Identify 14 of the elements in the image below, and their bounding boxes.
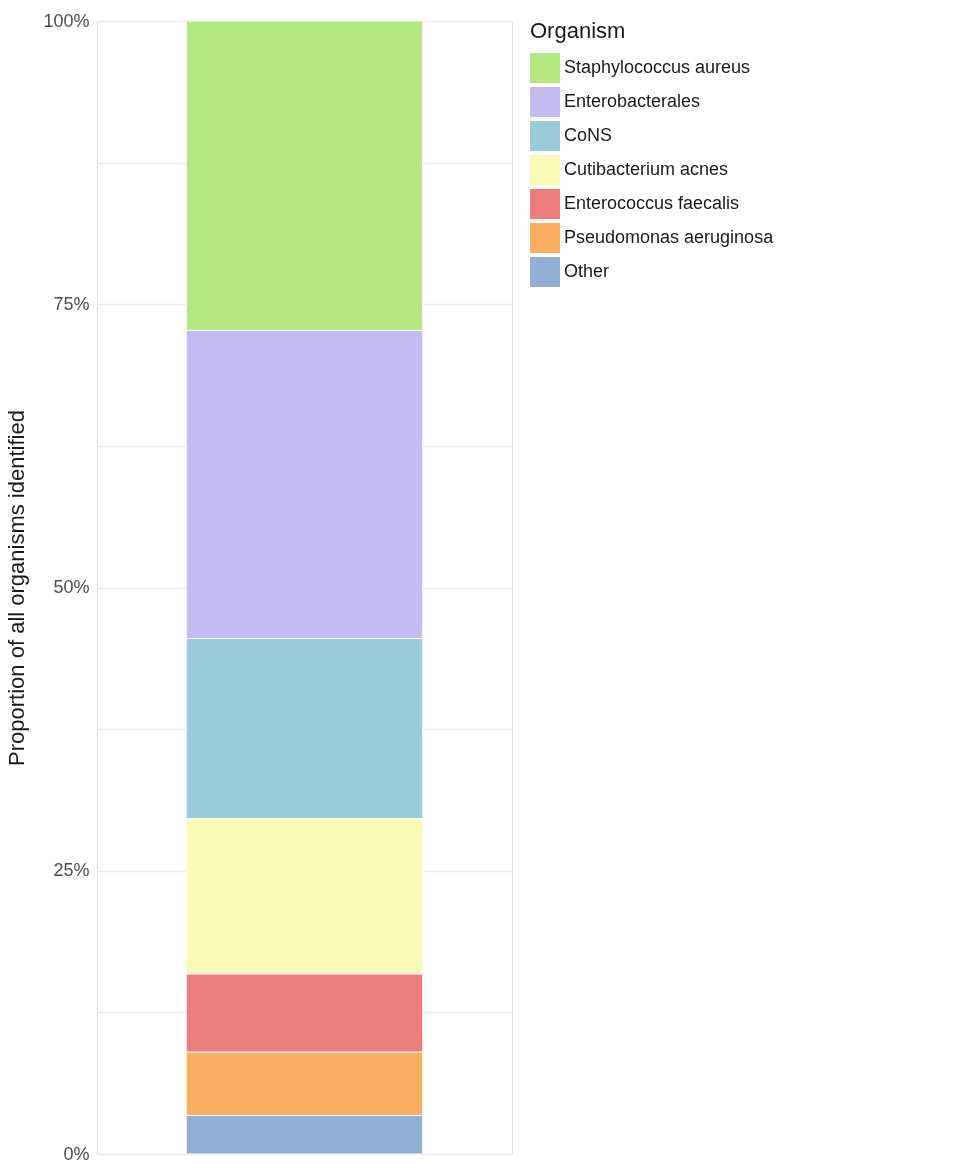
y-tick-label: 0% <box>63 1143 90 1164</box>
legend-label: Staphylococcus aureus <box>564 57 751 77</box>
legend-label: CoNS <box>564 125 613 145</box>
legend-label: Enterococcus faecalis <box>564 193 740 213</box>
legend-label: Cutibacterium acnes <box>564 159 729 179</box>
y-tick-label: 100% <box>43 10 90 31</box>
legend-label: Pseudomonas aeruginosa <box>564 227 775 247</box>
legend-title: Organism <box>530 18 626 43</box>
y-axis-title: Proportion of all organisms identified <box>4 410 30 766</box>
y-tick-label: 50% <box>53 577 90 597</box>
legend-label: Enterobacterales <box>564 91 701 111</box>
legend-label: Other <box>564 261 610 281</box>
y-tick-label: 25% <box>53 860 90 881</box>
y-tick-label: 75% <box>53 293 90 314</box>
